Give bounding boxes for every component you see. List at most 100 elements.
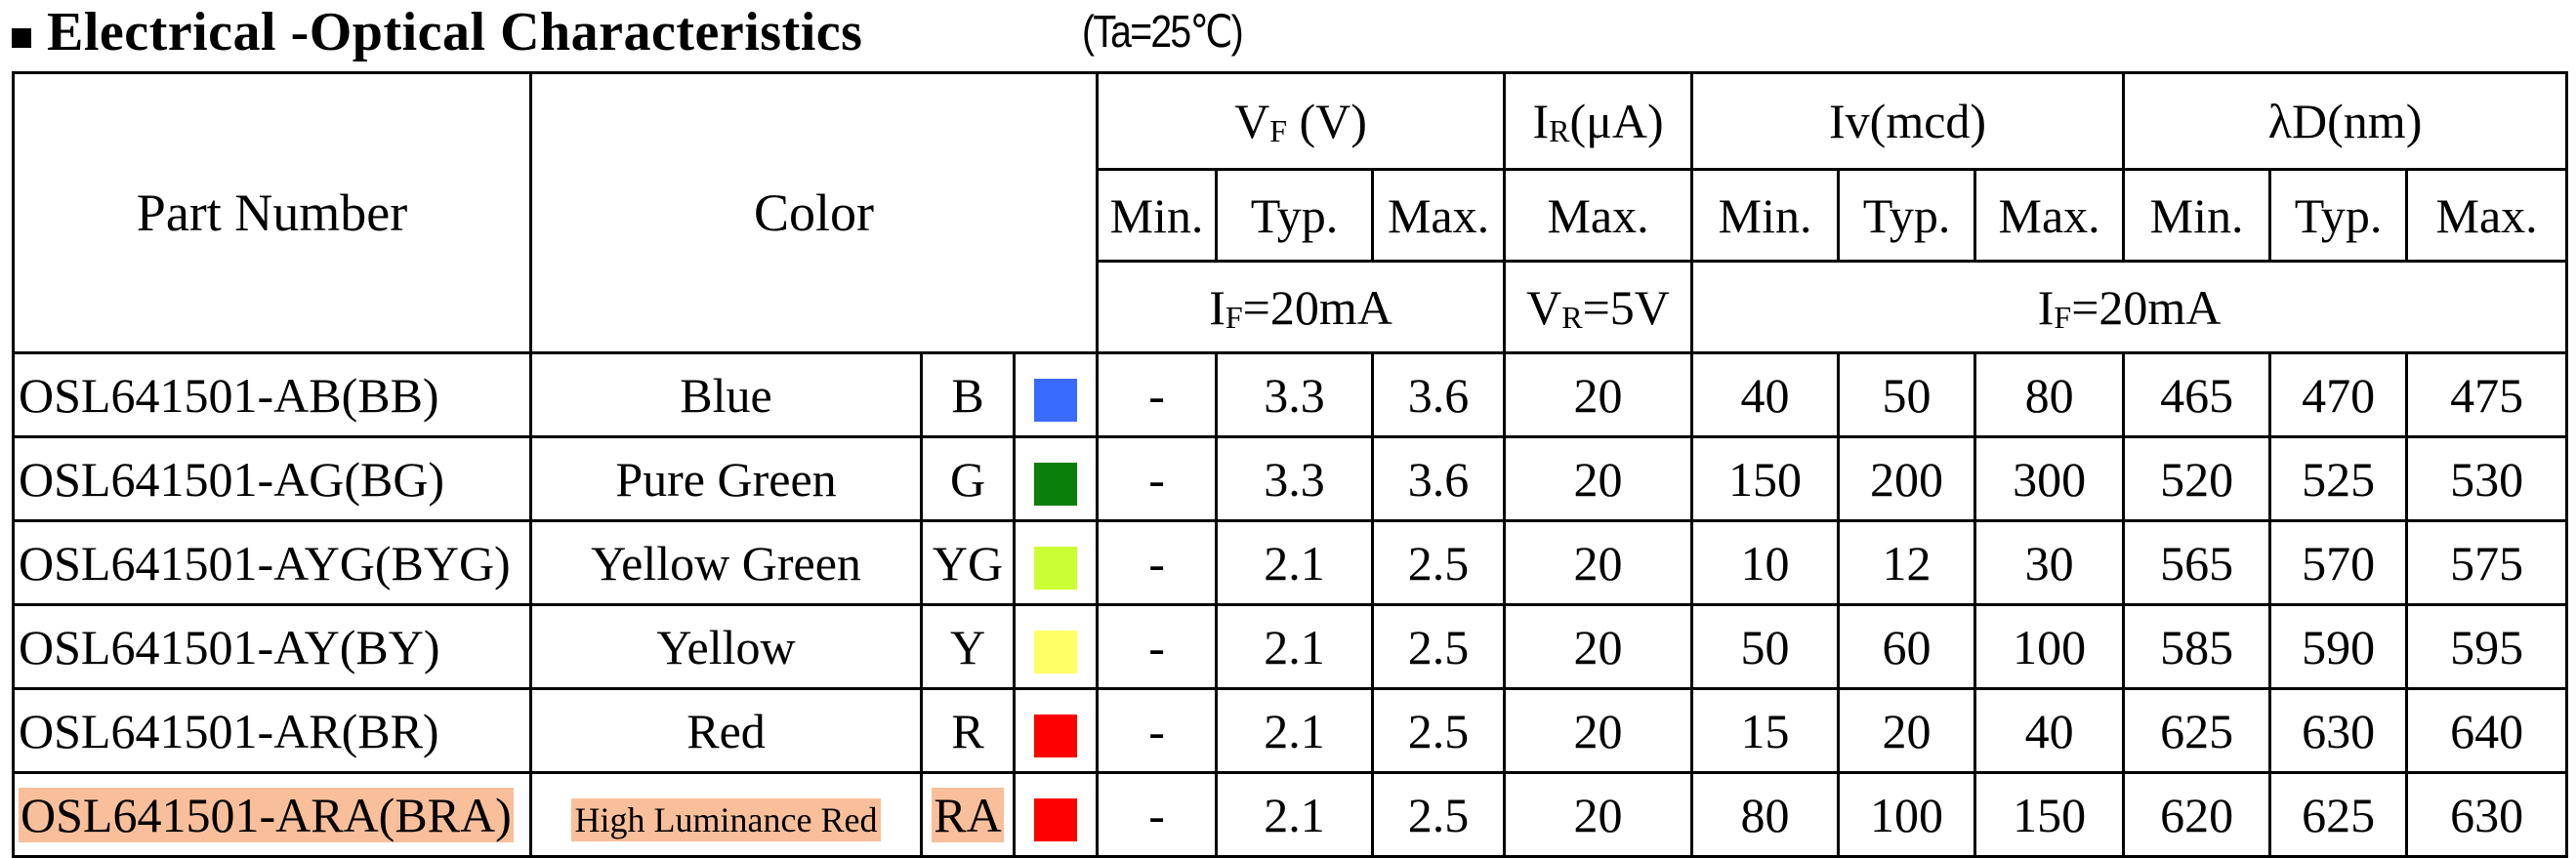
header-ir-max: Max. [1503, 168, 1694, 263]
table-row: OSL641501-AB(BB) Blue B - 3.3 3.6 20 40 … [12, 351, 2569, 438]
condition-ir: VR=5V [1503, 260, 1694, 354]
section-title: Electrical -Optical Characteristics [47, 2, 863, 62]
vf-max-cell: 3.6 [1371, 435, 1507, 522]
color-code-cell: B [920, 351, 1016, 438]
header-iv-typ: Typ. [1837, 168, 1977, 263]
part-number-cell: OSL641501-AYG(BYG) [12, 519, 532, 606]
wl-max-cell: 630 [2405, 771, 2569, 858]
iv-max-cell: 300 [1974, 435, 2126, 522]
iv-min-cell: 15 [1690, 687, 1841, 774]
square-bullet-icon [12, 28, 31, 48]
vf-max-cell: 2.5 [1371, 603, 1507, 690]
vf-max-cell: 2.5 [1371, 687, 1507, 774]
color-swatch-cell [1012, 351, 1100, 438]
iv-typ-cell: 60 [1837, 603, 1977, 690]
header-vf-typ: Typ. [1215, 168, 1375, 263]
vf-typ-cell: 3.3 [1215, 435, 1375, 522]
part-number-cell: OSL641501-ARA(BRA) [12, 771, 532, 858]
iv-max-cell: 150 [1974, 771, 2126, 858]
vf-typ-cell: 3.3 [1215, 351, 1375, 438]
wl-min-cell: 520 [2122, 435, 2272, 522]
condition-vf: IF=20mA [1096, 260, 1507, 354]
ir-max-cell: 20 [1503, 687, 1694, 774]
wl-max-cell: 475 [2405, 351, 2569, 438]
part-number-cell: OSL641501-AG(BG) [12, 435, 532, 522]
iv-min-cell: 150 [1690, 435, 1841, 522]
iv-min-cell: 50 [1690, 603, 1841, 690]
color-code-cell: Y [920, 603, 1016, 690]
vf-typ-cell: 2.1 [1215, 519, 1375, 606]
iv-typ-cell: 20 [1837, 687, 1977, 774]
header-vf: VF (V) [1096, 71, 1507, 171]
header-vf-max: Max. [1371, 168, 1507, 263]
part-number-cell: OSL641501-AY(BY) [12, 603, 532, 690]
header-wl-typ: Typ. [2268, 168, 2409, 263]
color-swatch-cell [1012, 771, 1100, 858]
part-number-cell: OSL641501-AR(BR) [12, 687, 532, 774]
color-swatch [1034, 547, 1077, 591]
header-part-number: Part Number [12, 71, 532, 354]
highlighted-color-name: High Luminance Red [570, 797, 882, 841]
iv-typ-cell: 100 [1837, 771, 1977, 858]
ir-max-cell: 20 [1503, 435, 1694, 522]
section-heading: Electrical -Optical Characteristics [12, 2, 862, 62]
color-name-cell: Red [529, 687, 923, 774]
table-row: OSL641501-AY(BY) Yellow Y - 2.1 2.5 20 5… [12, 603, 2569, 690]
ir-max-cell: 20 [1503, 519, 1694, 606]
color-swatch-cell [1012, 603, 1100, 690]
color-name-cell: Blue [529, 351, 923, 438]
header-row-2: Min. Typ. Max. Max. Min. Typ. Max. Min. … [14, 168, 2569, 263]
color-name-cell: Yellow Green [529, 519, 923, 606]
wl-typ-cell: 630 [2268, 687, 2409, 774]
vf-min-cell: - [1096, 519, 1219, 606]
header-wl-max: Max. [2405, 168, 2569, 263]
color-swatch [1034, 631, 1077, 674]
vf-min-cell: - [1096, 771, 1219, 858]
header-ir: IR(μA) [1503, 71, 1694, 171]
wl-typ-cell: 525 [2268, 435, 2409, 522]
vf-typ-cell: 2.1 [1215, 603, 1375, 690]
vf-min-cell: - [1096, 351, 1219, 438]
characteristics-table: Part Number Color VF (V) IR(μA) Iv(mcd) … [12, 71, 2569, 858]
iv-typ-cell: 200 [1837, 435, 1977, 522]
part-number-cell: OSL641501-AB(BB) [12, 351, 532, 438]
table-row: OSL641501-AR(BR) Red R - 2.1 2.5 20 15 2… [12, 687, 2569, 774]
color-code-cell: G [920, 435, 1016, 522]
header-color: Color [528, 71, 1100, 354]
color-name-cell: Pure Green [529, 435, 923, 522]
color-swatch-cell [1012, 435, 1100, 522]
color-swatch [1034, 715, 1077, 758]
highlighted-part-number: OSL641501-ARA(BRA) [19, 787, 514, 842]
table-row: OSL641501-AYG(BYG) Yellow Green YG - 2.1… [12, 519, 2569, 606]
iv-typ-cell: 12 [1837, 519, 1977, 606]
vf-max-cell: 2.5 [1371, 771, 1507, 858]
table-row-highlighted: OSL641501-ARA(BRA) High Luminance Red RA… [12, 771, 2569, 858]
wl-max-cell: 595 [2405, 603, 2569, 690]
color-name-cell: High Luminance Red [529, 771, 923, 858]
iv-min-cell: 10 [1690, 519, 1841, 606]
color-code-cell: R [920, 687, 1016, 774]
vf-typ-cell: 2.1 [1215, 687, 1375, 774]
header-row-3: IF=20mA VR=5V IF=20mA [14, 260, 2569, 354]
header-iv: Iv(mcd) [1690, 71, 2126, 171]
wl-typ-cell: 570 [2268, 519, 2409, 606]
wl-typ-cell: 470 [2268, 351, 2409, 438]
table-row: OSL641501-AG(BG) Pure Green G - 3.3 3.6 … [12, 435, 2569, 522]
ir-max-cell: 20 [1503, 351, 1694, 438]
header-iv-max: Max. [1974, 168, 2126, 263]
iv-min-cell: 40 [1690, 351, 1841, 438]
iv-min-cell: 80 [1690, 771, 1841, 858]
wl-min-cell: 565 [2122, 519, 2272, 606]
highlighted-color-code: RA [932, 787, 1004, 842]
header-vf-min: Min. [1096, 168, 1219, 263]
color-swatch [1034, 379, 1077, 423]
wl-max-cell: 575 [2405, 519, 2569, 606]
vf-min-cell: - [1096, 435, 1219, 522]
wl-typ-cell: 625 [2268, 771, 2409, 858]
wl-min-cell: 585 [2122, 603, 2272, 690]
wl-min-cell: 465 [2122, 351, 2272, 438]
color-name-cell: Yellow [529, 603, 923, 690]
vf-typ-cell: 2.1 [1215, 771, 1375, 858]
wl-min-cell: 620 [2122, 771, 2272, 858]
color-swatch [1034, 798, 1077, 842]
